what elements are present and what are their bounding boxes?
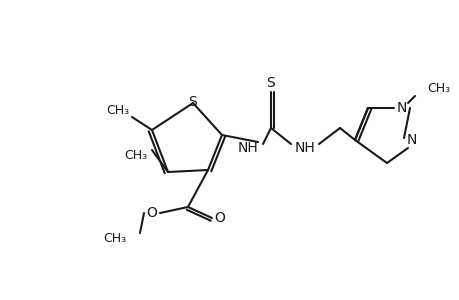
- Text: NH: NH: [294, 141, 315, 155]
- Text: O: O: [214, 211, 225, 225]
- Text: N: N: [406, 133, 416, 147]
- Text: S: S: [188, 95, 197, 109]
- Text: CH₃: CH₃: [426, 82, 449, 94]
- Text: S: S: [266, 76, 275, 90]
- Text: CH₃: CH₃: [106, 103, 129, 116]
- Text: CH₃: CH₃: [124, 148, 147, 161]
- Text: NH: NH: [237, 141, 258, 155]
- Text: O: O: [146, 206, 157, 220]
- Text: CH₃: CH₃: [103, 232, 126, 245]
- Text: N: N: [396, 101, 406, 115]
